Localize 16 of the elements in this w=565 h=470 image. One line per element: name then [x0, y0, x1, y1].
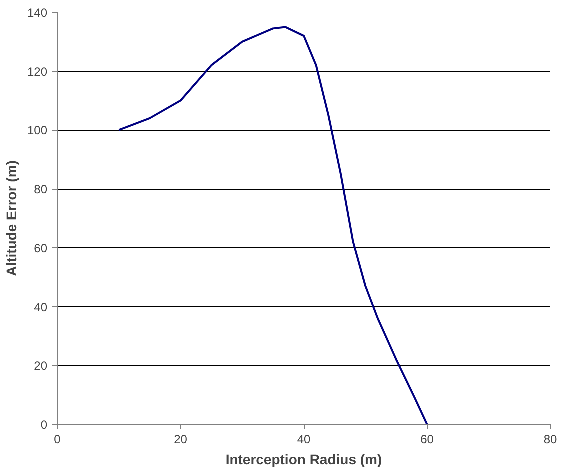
x-tick-label: 40 — [297, 432, 311, 446]
y-tick-label: 120 — [27, 64, 48, 79]
y-tick-label: 0 — [40, 418, 48, 432]
y-tick-label: 140 — [27, 6, 48, 20]
x-tick-label: 20 — [174, 432, 188, 446]
x-tick-label: 0 — [54, 432, 62, 446]
x-axis-title: Interception Radius (m) — [226, 452, 382, 468]
x-tick-label: 60 — [420, 432, 434, 446]
y-tick-label: 60 — [34, 241, 48, 256]
y-tick-label: 20 — [34, 359, 48, 374]
line-series — [118, 26, 428, 424]
y-tick-label: 100 — [27, 124, 48, 138]
x-tick-label: 80 — [544, 432, 558, 446]
y-tick-label: 40 — [34, 300, 48, 314]
y-tick-label: 80 — [34, 182, 48, 197]
y-axis-title: Altitude Error (m) — [3, 160, 20, 276]
